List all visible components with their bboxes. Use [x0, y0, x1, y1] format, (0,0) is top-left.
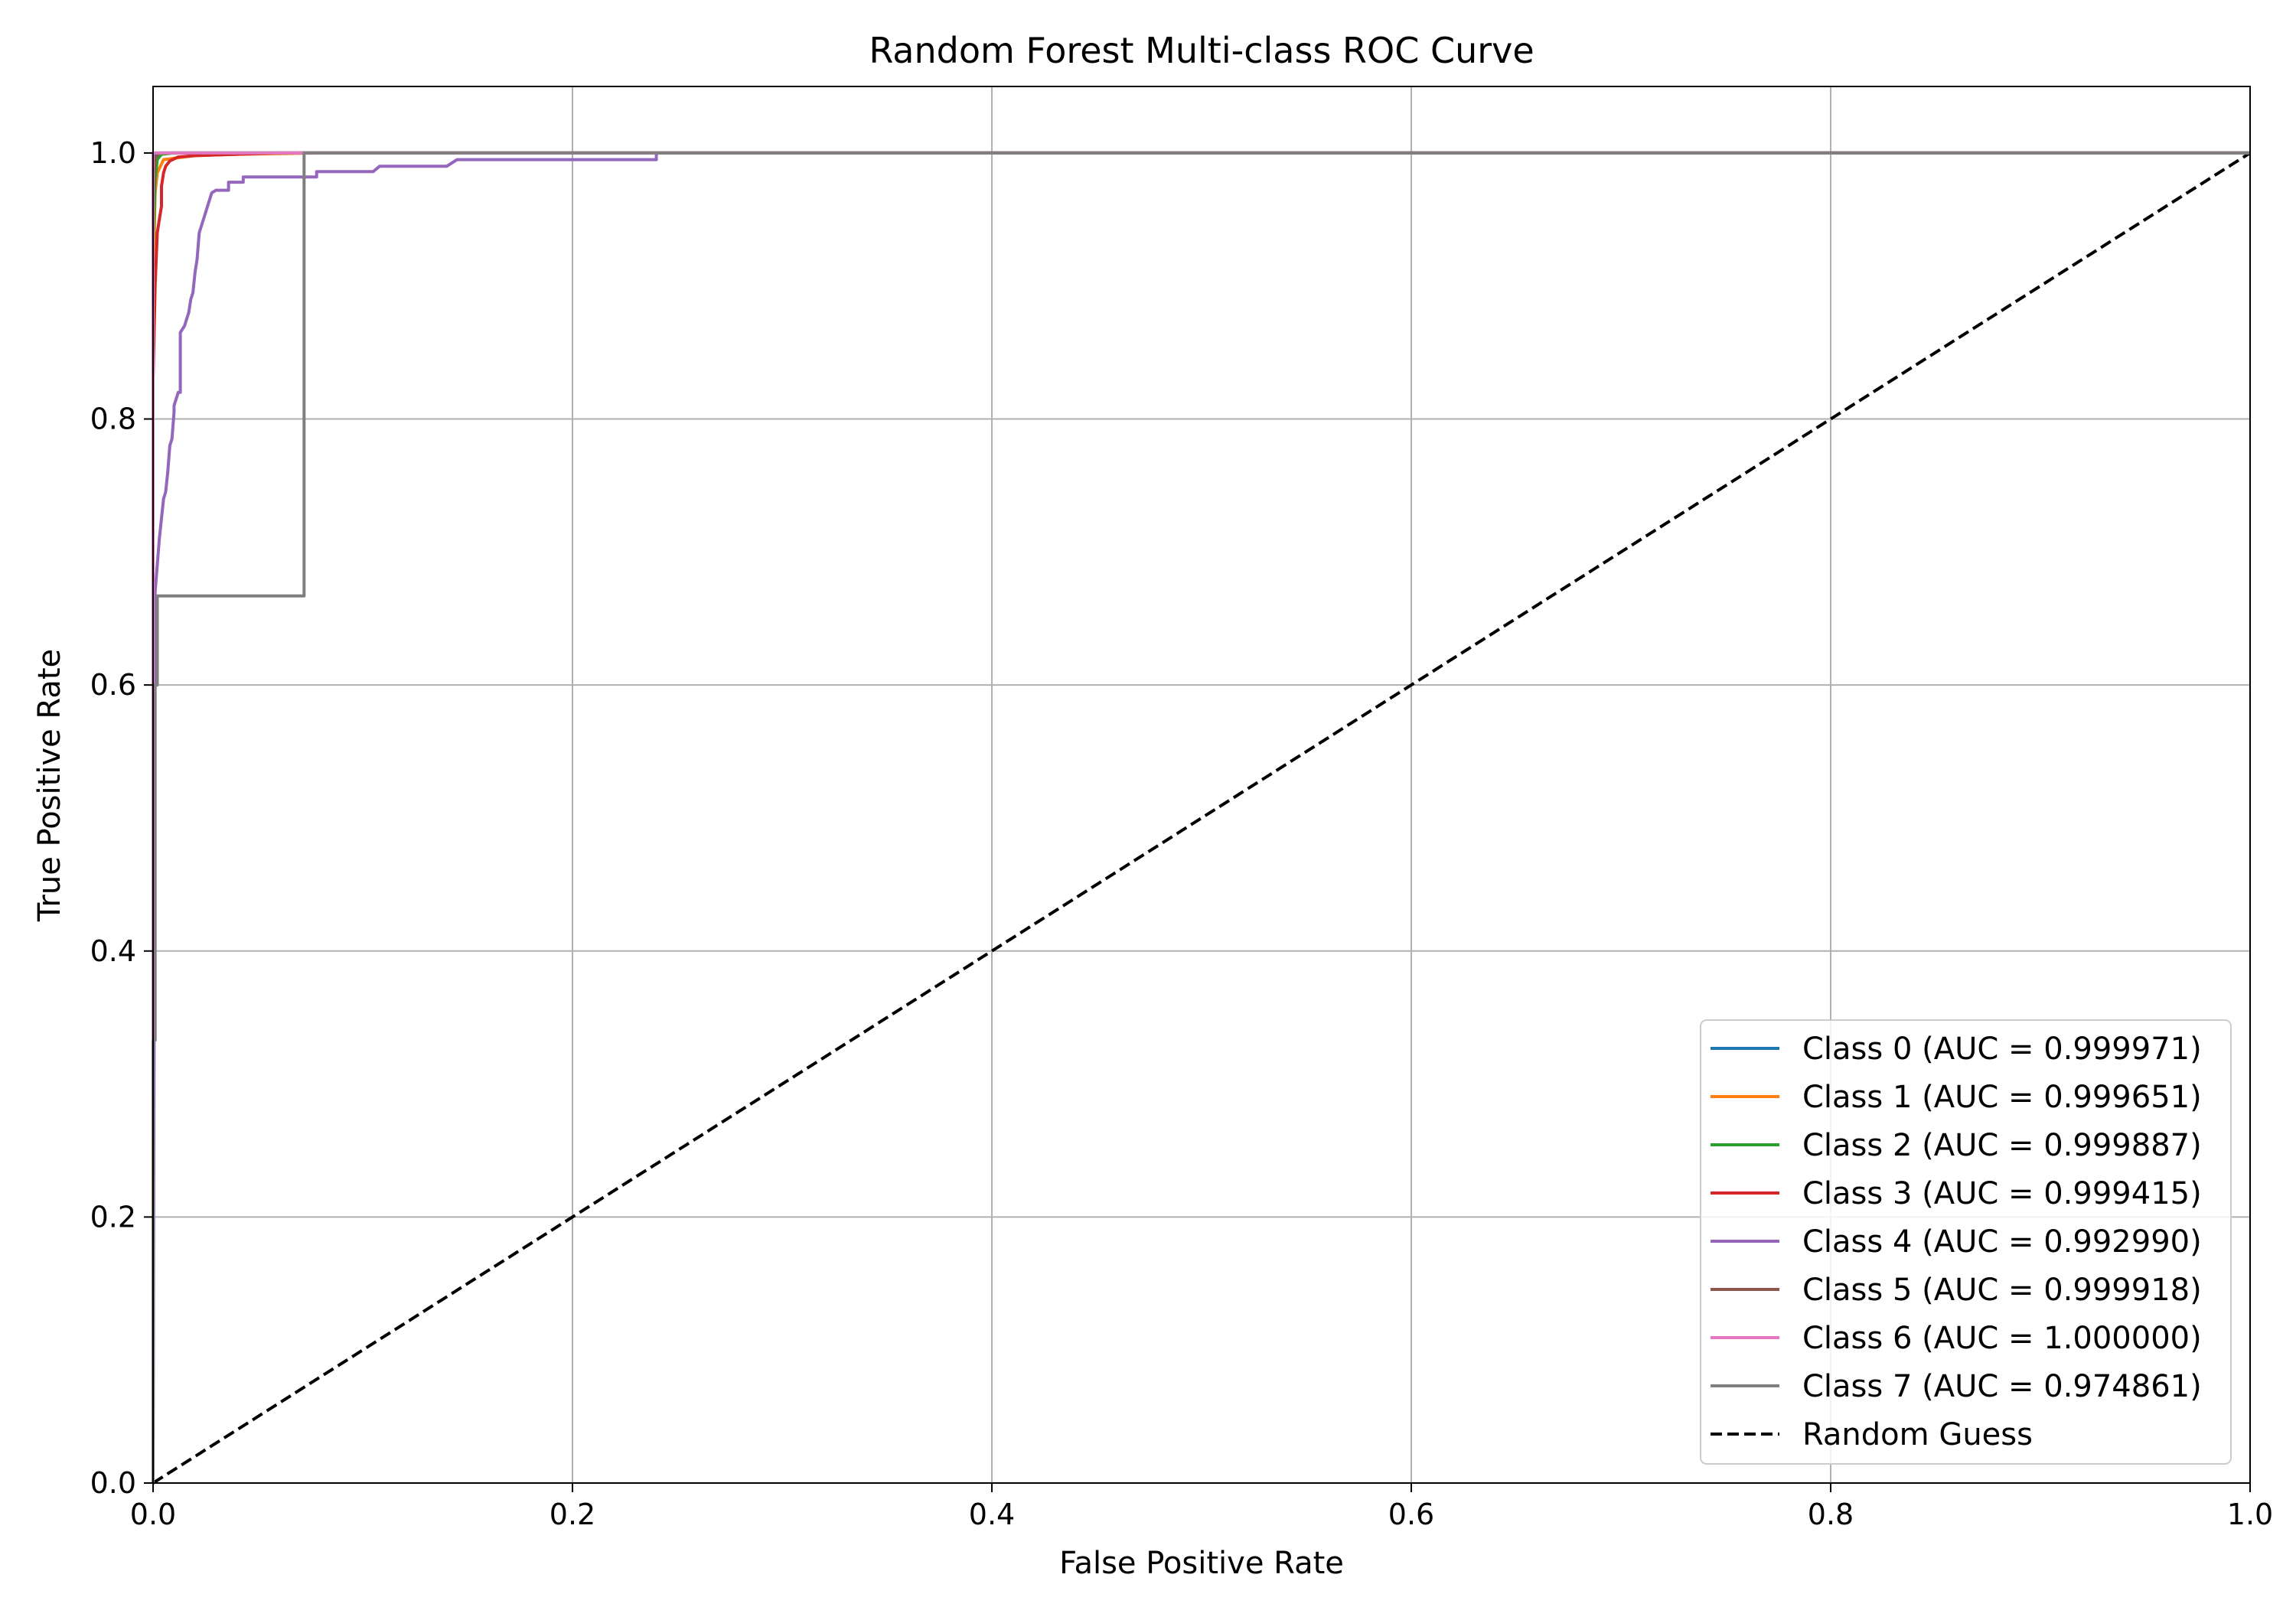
legend-label-2: Class 2 (AUC = 0.999887): [1802, 1128, 2202, 1163]
y-axis-label: True Positive Rate: [32, 649, 67, 922]
y-tick-label: 1.0: [90, 136, 136, 170]
series-line-8: [152, 152, 2252, 1485]
y-tick-label: 0.6: [90, 668, 136, 702]
x-tick-label: 0.0: [130, 1498, 176, 1531]
x-tick-label: 0.2: [550, 1498, 595, 1531]
legend-label-6: Class 6 (AUC = 1.000000): [1802, 1321, 2202, 1356]
chart-title: Random Forest Multi-class ROC Curve: [869, 30, 1534, 71]
legend-label-1: Class 1 (AUC = 0.999651): [1802, 1080, 2202, 1115]
x-tick-label: 0.6: [1388, 1498, 1434, 1531]
legend-box: [1700, 1019, 2232, 1465]
series-line-4: [152, 151, 2250, 1484]
series-line-3: [152, 151, 2250, 1483]
plot-frame: [152, 86, 2251, 1484]
y-tick-label: 0.4: [90, 934, 136, 968]
legend-label-0: Class 0 (AUC = 0.999971): [1802, 1032, 2202, 1067]
x-tick-label: 0.4: [969, 1498, 1015, 1531]
y-tick-label: 0.8: [90, 403, 136, 436]
y-tick-label: 0.2: [90, 1200, 136, 1234]
x-axis-label: False Positive Rate: [1059, 1546, 1344, 1581]
axis-ticks: 0.0 0.2 0.4 0.6 0.8 1.0 0.0 0.2 0.4 0.6 0.8 1.0: [90, 136, 2274, 1531]
x-tick-label: 0.8: [1808, 1498, 1854, 1531]
y-tick-label: 0.0: [90, 1466, 136, 1500]
legend-label-8: Random Guess: [1802, 1417, 2033, 1452]
legend-label-4: Class 4 (AUC = 0.992990): [1802, 1224, 2202, 1260]
legend: Class 0 (AUC = 0.999971) Class 1 (AUC = 0…: [1700, 1019, 2232, 1465]
x-tick-label: 1.0: [2227, 1498, 2273, 1531]
legend-label-5: Class 5 (AUC = 0.999918): [1802, 1273, 2202, 1308]
legend-label-3: Class 3 (AUC = 0.999415): [1802, 1176, 2202, 1211]
legend-label-7: Class 7 (AUC = 0.974861): [1802, 1369, 2202, 1404]
